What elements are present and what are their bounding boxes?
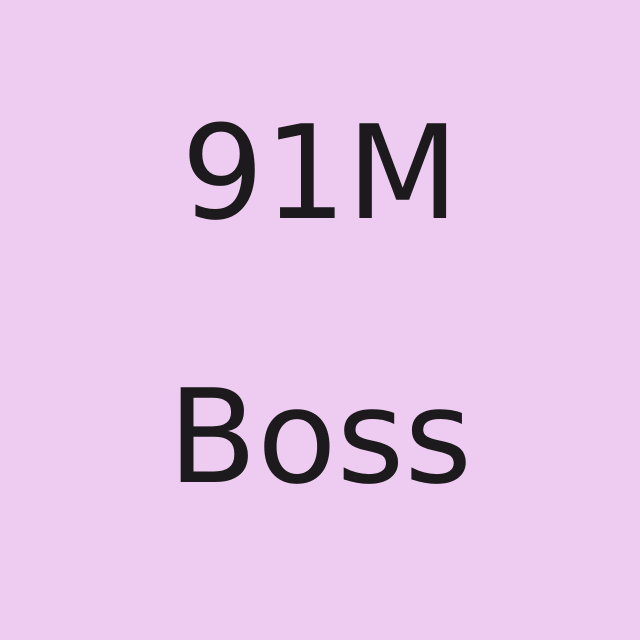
tile-text-primary: 91M — [181, 97, 459, 249]
tile-text-secondary: Boss — [167, 361, 473, 513]
